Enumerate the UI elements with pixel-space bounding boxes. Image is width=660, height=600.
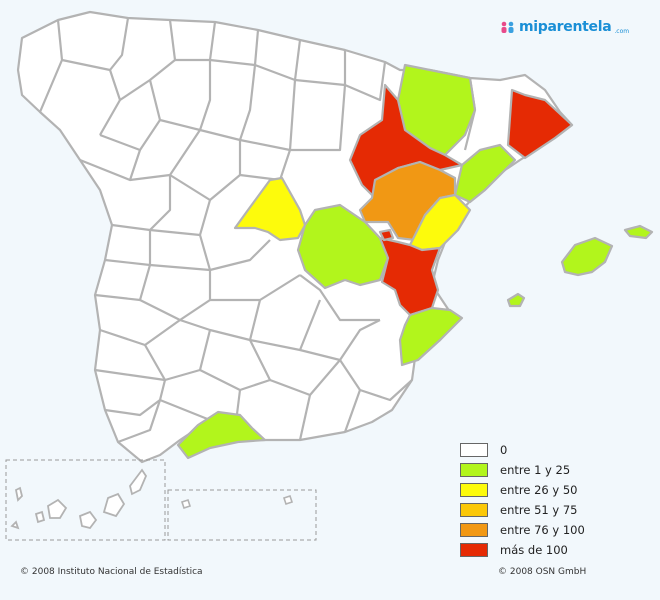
legend-item: entre 76 y 100 — [460, 520, 585, 540]
legend-item: entre 51 y 75 — [460, 500, 585, 520]
brand-suffix: .com — [614, 27, 630, 35]
brand-logo[interactable]: miparentela .com — [500, 19, 629, 35]
legend-swatch — [460, 463, 488, 477]
canary-islands-inset — [5, 459, 166, 541]
legend-label: más de 100 — [500, 543, 568, 557]
footer-copyright-ine: © 2008 Instituto Nacional de Estadística — [20, 567, 203, 577]
island-ibiza — [506, 292, 526, 308]
legend-swatch — [460, 523, 488, 537]
island-mallorca — [560, 236, 614, 277]
legend-label: entre 76 y 100 — [500, 523, 585, 537]
legend-label: entre 1 y 25 — [500, 463, 571, 477]
ceuta-melilla — [180, 494, 294, 510]
legend-swatch — [460, 483, 488, 497]
island-menorca — [623, 224, 654, 240]
legend-item: 0 — [460, 440, 585, 460]
legend-label: 0 — [500, 443, 508, 457]
province-guadalajara — [233, 176, 307, 242]
province-borders — [38, 17, 477, 444]
province-cuenca — [296, 203, 390, 290]
legend-swatch — [460, 503, 488, 517]
brand-name: miparentela — [519, 19, 612, 35]
people-icon — [501, 21, 514, 33]
map-legend: 0 entre 1 y 25 entre 26 y 50 entre 51 y … — [460, 440, 585, 560]
canary-islands — [10, 468, 148, 530]
province-girona — [506, 88, 574, 160]
province-alicante — [398, 306, 464, 367]
footer-copyright-osn: © 2008 OSN GmbH — [498, 567, 587, 577]
legend-swatch — [460, 443, 488, 457]
legend-label: entre 51 y 75 — [500, 503, 578, 517]
legend-swatch — [460, 543, 488, 557]
legend-item: entre 1 y 25 — [460, 460, 585, 480]
ceuta-melilla-inset — [167, 489, 317, 541]
province-valencia — [378, 236, 442, 317]
legend-item: más de 100 — [460, 540, 585, 560]
legend-label: entre 26 y 50 — [500, 483, 578, 497]
legend-item: entre 26 y 50 — [460, 480, 585, 500]
enclave-rincon-de-ademuz — [378, 228, 395, 242]
province-malaga — [176, 410, 267, 460]
province-tarragona — [453, 143, 517, 204]
